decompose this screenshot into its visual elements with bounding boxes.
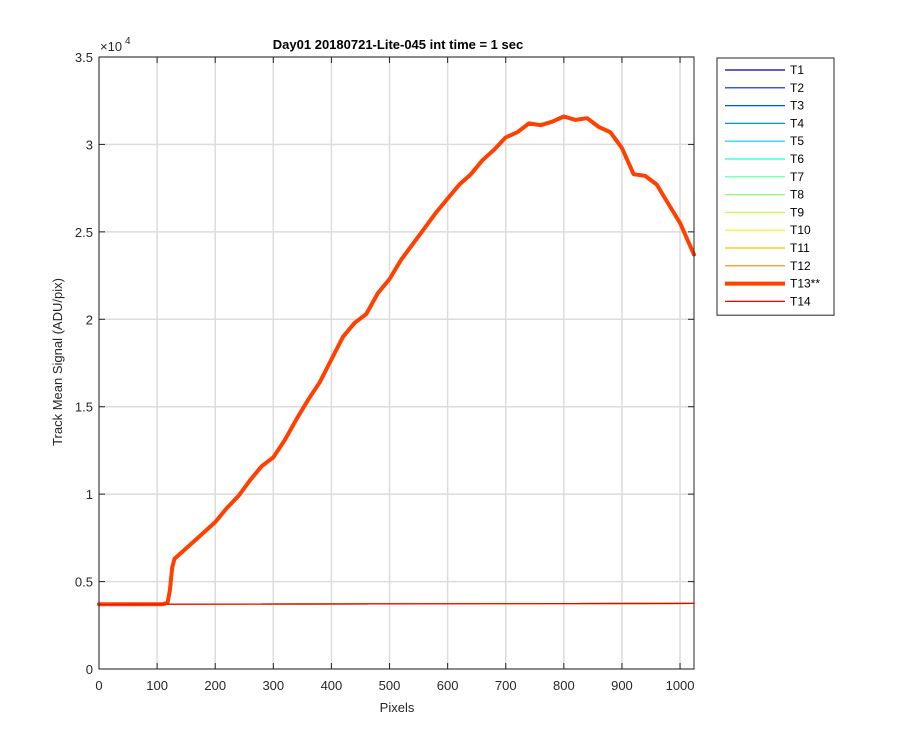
x-tick-label: 900 xyxy=(611,678,633,693)
legend-label-t13: T13** xyxy=(790,277,820,291)
x-tick-label: 200 xyxy=(204,678,226,693)
y-tick-label: 1 xyxy=(86,487,93,502)
y-tick-label: 1.5 xyxy=(75,400,93,415)
y-tick-label: 3.5 xyxy=(75,50,93,65)
y-tick-label: 0 xyxy=(86,662,93,677)
x-tick-label: 1000 xyxy=(666,678,695,693)
y-tick-label: 2 xyxy=(86,312,93,327)
legend-label-t4: T4 xyxy=(790,116,804,130)
series-line-t13 xyxy=(97,114,696,607)
y-multiplier-base: ×10 xyxy=(100,39,122,54)
y-axis-multiplier: ×10 4 xyxy=(100,36,131,54)
x-tick-label: 300 xyxy=(262,678,284,693)
legend-label-t3: T3 xyxy=(790,99,804,113)
legend-items: T1 T2 T3 T4 T5 T6 T7 T8 T9 T10 T11 T12 T13** T14 xyxy=(725,63,820,308)
x-axis-label: Pixels xyxy=(380,700,415,715)
tick-layer: 0 100 200 300 400 500 600 700 800 900 1000 0 0.5 1 1.5… xyxy=(75,50,695,693)
legend-label-t7: T7 xyxy=(790,170,804,184)
x-tick-label: 800 xyxy=(553,678,575,693)
y-tick-label: 2.5 xyxy=(75,225,93,240)
legend-box xyxy=(716,57,835,316)
legend-label-t14: T14 xyxy=(790,294,811,308)
legend-label-t12: T12 xyxy=(790,259,811,273)
axes-box xyxy=(98,56,695,670)
legend-label-t1: T1 xyxy=(790,63,804,77)
legend-label-t11: T11 xyxy=(790,241,810,255)
legend-label-t9: T9 xyxy=(790,205,804,219)
x-tick-label: 100 xyxy=(146,678,168,693)
y-multiplier-exponent: 4 xyxy=(125,36,131,47)
x-tick-label: 400 xyxy=(321,678,343,693)
x-tick-label: 700 xyxy=(495,678,517,693)
y-tick-label: 0.5 xyxy=(75,575,93,590)
series-line-t14 xyxy=(98,602,695,605)
y-tick-label: 3 xyxy=(86,137,93,152)
legend-label-t8: T8 xyxy=(790,188,804,202)
legend-label-t2: T2 xyxy=(790,81,804,95)
y-axis-label: Track Mean Signal (ADU/pix) xyxy=(50,278,65,446)
chart-title: Day01 20180721-Lite-045 int time = 1 sec xyxy=(273,37,523,52)
series-layer xyxy=(97,114,696,607)
x-tick-label: 0 xyxy=(95,678,102,693)
legend: T1 T2 T3 T4 T5 T6 T7 T8 T9 T10 T11 T12 T13** T14 xyxy=(716,57,835,316)
x-tick-label: 600 xyxy=(437,678,459,693)
legend-label-t6: T6 xyxy=(790,152,804,166)
legend-label-t10: T10 xyxy=(790,223,811,237)
legend-label-t5: T5 xyxy=(790,134,804,148)
x-tick-label: 500 xyxy=(379,678,401,693)
